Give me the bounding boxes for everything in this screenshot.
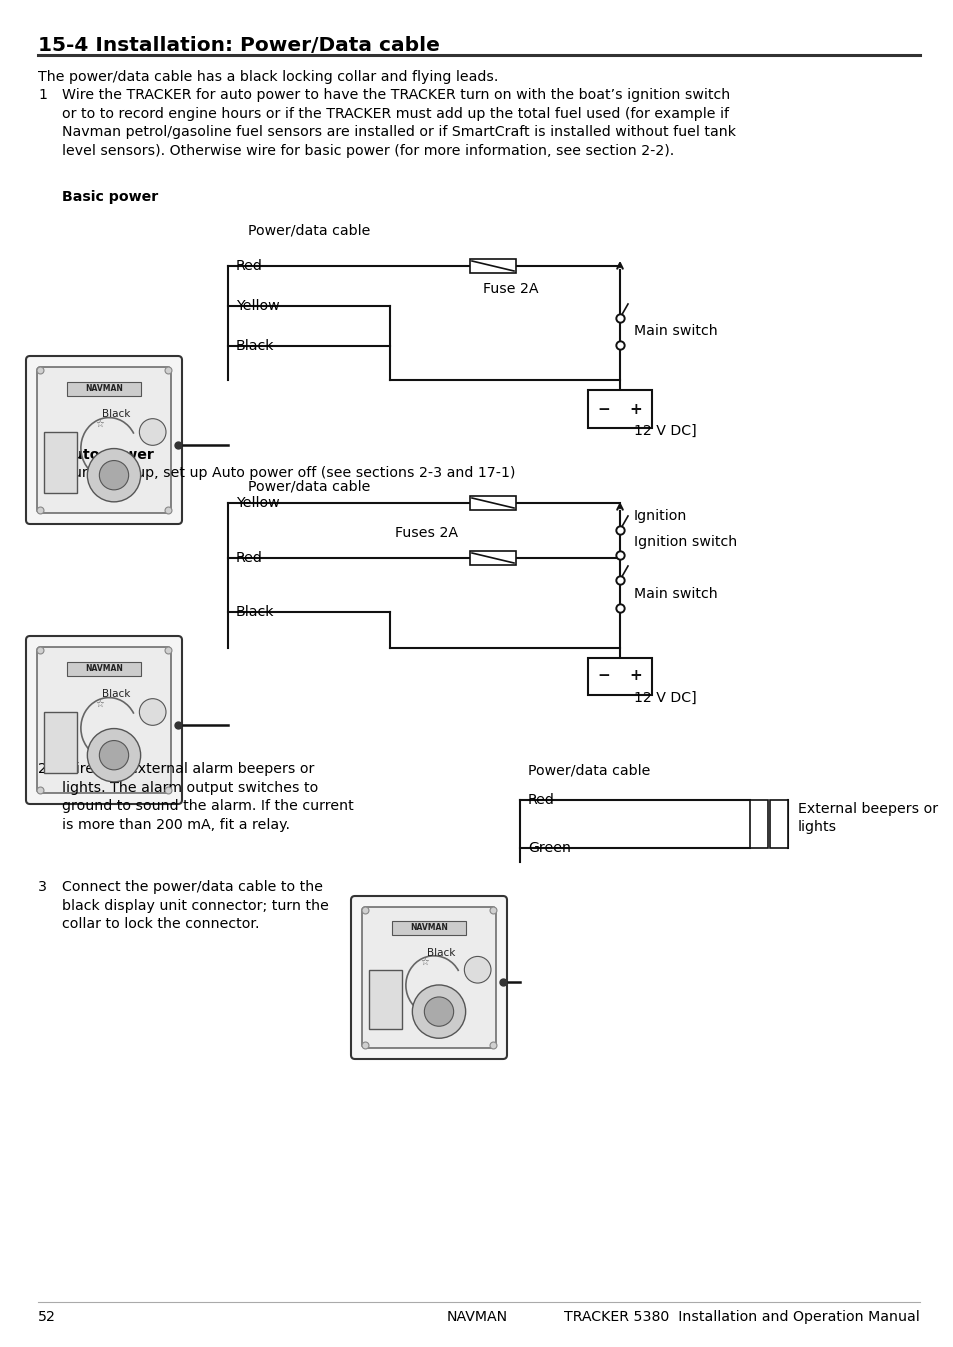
Text: Power/data cable: Power/data cable xyxy=(248,480,370,493)
Text: 2: 2 xyxy=(38,762,47,776)
Text: NAVMAN: NAVMAN xyxy=(85,384,123,393)
FancyBboxPatch shape xyxy=(361,907,496,1048)
Text: Fuse 2A: Fuse 2A xyxy=(482,282,537,296)
Text: Ignition: Ignition xyxy=(634,509,687,523)
Text: Wire the TRACKER for auto power to have the TRACKER turn on with the boat’s igni: Wire the TRACKER for auto power to have … xyxy=(62,88,735,158)
Bar xyxy=(44,432,76,493)
Text: Black: Black xyxy=(426,948,455,958)
Bar xyxy=(44,713,76,773)
Text: Black: Black xyxy=(102,409,130,419)
Text: +: + xyxy=(629,668,641,683)
FancyBboxPatch shape xyxy=(351,896,506,1059)
FancyBboxPatch shape xyxy=(37,647,171,793)
Text: Green: Green xyxy=(527,841,571,855)
Text: Black: Black xyxy=(235,605,274,620)
Bar xyxy=(67,381,141,396)
Bar xyxy=(369,970,401,1029)
Text: The power/data cable has a black locking collar and flying leads.: The power/data cable has a black locking… xyxy=(38,70,497,84)
FancyBboxPatch shape xyxy=(37,366,171,513)
Bar xyxy=(587,391,651,428)
Text: +: + xyxy=(629,401,641,416)
Bar xyxy=(587,657,651,695)
Text: Red: Red xyxy=(235,551,263,564)
Text: Main switch: Main switch xyxy=(634,325,717,338)
Text: 3: 3 xyxy=(38,880,47,894)
Text: ☆: ☆ xyxy=(95,699,104,709)
Text: External beepers or
lights: External beepers or lights xyxy=(797,801,937,834)
Text: Main switch: Main switch xyxy=(634,587,717,601)
Bar xyxy=(67,661,141,676)
Text: 12 V DC]: 12 V DC] xyxy=(634,691,696,704)
Circle shape xyxy=(99,741,129,770)
FancyBboxPatch shape xyxy=(26,636,182,804)
Text: Red: Red xyxy=(527,793,555,807)
Text: Auto power: Auto power xyxy=(62,449,153,462)
Bar xyxy=(749,800,767,849)
Circle shape xyxy=(464,956,491,983)
Text: Basic power: Basic power xyxy=(62,190,158,203)
Text: ☆: ☆ xyxy=(420,956,429,967)
Circle shape xyxy=(412,985,465,1039)
Text: Connect the power/data cable to the
black display unit connector; turn the
colla: Connect the power/data cable to the blac… xyxy=(62,880,329,931)
Text: Ignition switch: Ignition switch xyxy=(634,535,737,550)
Text: NAVMAN: NAVMAN xyxy=(85,664,123,674)
Text: −: − xyxy=(597,668,610,683)
Bar xyxy=(470,551,516,564)
Bar xyxy=(470,259,516,273)
Bar xyxy=(392,921,465,935)
Text: Wire any external alarm beepers or
lights. The alarm output switches to
ground t: Wire any external alarm beepers or light… xyxy=(62,762,354,832)
Circle shape xyxy=(424,997,454,1026)
Text: Black: Black xyxy=(235,339,274,353)
Circle shape xyxy=(88,729,140,781)
Bar xyxy=(470,496,516,511)
Text: 52: 52 xyxy=(38,1311,56,1324)
Text: 12 V DC]: 12 V DC] xyxy=(634,424,696,438)
Text: ☆: ☆ xyxy=(95,419,104,428)
Circle shape xyxy=(139,419,166,446)
Circle shape xyxy=(139,699,166,725)
FancyBboxPatch shape xyxy=(26,356,182,524)
Text: Power/data cable: Power/data cable xyxy=(248,224,370,238)
Text: 15-4 Installation: Power/Data cable: 15-4 Installation: Power/Data cable xyxy=(38,36,439,55)
Text: During setup, set up Auto power off (see sections 2-3 and 17-1): During setup, set up Auto power off (see… xyxy=(62,466,515,480)
Text: Red: Red xyxy=(235,259,263,273)
Circle shape xyxy=(88,449,140,502)
Text: TRACKER 5380  Installation and Operation Manual: TRACKER 5380 Installation and Operation … xyxy=(563,1311,919,1324)
Circle shape xyxy=(99,461,129,490)
Text: NAVMAN: NAVMAN xyxy=(446,1311,507,1324)
Text: Power/data cable: Power/data cable xyxy=(527,762,650,777)
Text: Yellow: Yellow xyxy=(235,496,279,511)
Text: Yellow: Yellow xyxy=(235,299,279,313)
Text: Fuses 2A: Fuses 2A xyxy=(395,525,457,540)
Text: 1: 1 xyxy=(38,88,47,102)
Text: −: − xyxy=(597,401,610,416)
Bar xyxy=(769,800,787,849)
Text: Black: Black xyxy=(102,690,130,699)
Text: NAVMAN: NAVMAN xyxy=(410,924,448,932)
